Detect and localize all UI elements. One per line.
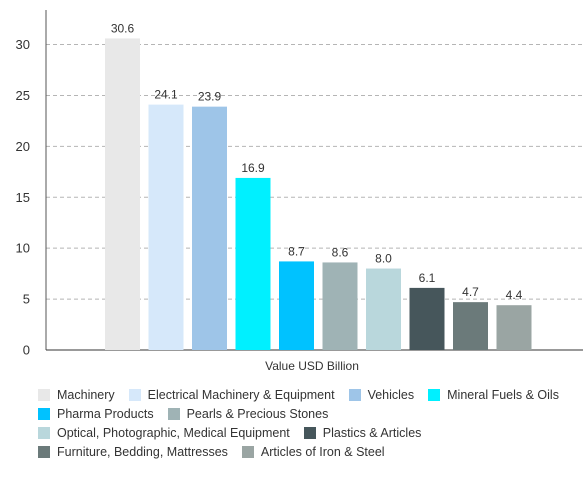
- legend-label: Furniture, Bedding, Mattresses: [57, 445, 228, 459]
- bar: [366, 268, 401, 350]
- y-tick-label: 25: [16, 88, 30, 103]
- bar: [148, 104, 184, 350]
- legend-item: Optical, Photographic, Medical Equipment: [38, 424, 290, 442]
- legend-swatch: [38, 446, 50, 458]
- legend-swatch: [241, 446, 254, 458]
- legend-item: Articles of Iron & Steel: [241, 443, 385, 461]
- y-tick-label: 15: [16, 190, 30, 205]
- legend-label: Pharma Products: [57, 407, 154, 421]
- bar-value-label: 23.9: [198, 90, 222, 104]
- bar-value-label: 24.1: [154, 88, 178, 102]
- bar: [496, 305, 532, 350]
- legend: Machinery Electrical Machinery & Equipmen…: [38, 386, 583, 461]
- legend-item: Furniture, Bedding, Mattresses: [38, 443, 228, 461]
- legend-swatch: [38, 389, 50, 401]
- legend-item: Machinery: [38, 386, 115, 404]
- bar-value-label: 8.7: [288, 244, 305, 258]
- legend-swatch: [38, 427, 50, 439]
- legend-swatch: [428, 389, 441, 401]
- bar-value-label: 4.7: [462, 285, 479, 299]
- legend-item: Plastics & Articles: [303, 424, 422, 442]
- legend-label: Machinery: [57, 388, 115, 402]
- bar: [105, 38, 140, 350]
- y-tick-label: 10: [16, 241, 30, 256]
- legend-item: Pearls & Precious Stones: [167, 405, 329, 423]
- bar-value-label: 6.1: [419, 271, 436, 285]
- legend-label: Mineral Fuels & Oils: [447, 388, 559, 402]
- bar: [453, 302, 488, 350]
- legend-label: Vehicles: [367, 388, 415, 402]
- bar: [192, 106, 227, 351]
- bar-value-label: 30.6: [111, 21, 135, 35]
- bar-value-label: 8.6: [332, 245, 349, 259]
- legend-swatch: [128, 389, 141, 401]
- bar-value-label: 16.9: [241, 161, 265, 175]
- legend-label: Articles of Iron & Steel: [260, 445, 385, 459]
- y-tick-label: 0: [23, 343, 30, 358]
- legend-item: Electrical Machinery & Equipment: [128, 386, 335, 404]
- legend-swatch: [167, 408, 180, 420]
- y-tick-label: 5: [23, 292, 30, 307]
- legend-item: Vehicles: [348, 386, 415, 404]
- y-tick-label: 30: [16, 37, 30, 52]
- bar-chart: 0 5 10 15 20 25 30 30.6 24.1 23.9 16.9 8.7 8.6 8.0 6.1…: [16, 10, 583, 373]
- legend-label: Plastics & Articles: [322, 426, 422, 440]
- legend-swatch: [348, 389, 361, 401]
- y-tick-label: 20: [16, 139, 30, 154]
- legend-label: Electrical Machinery & Equipment: [147, 388, 335, 402]
- legend-swatch: [38, 408, 50, 420]
- bar: [279, 261, 314, 350]
- legend-label: Optical, Photographic, Medical Equipment: [57, 426, 290, 440]
- bar: [322, 262, 358, 350]
- bar: [409, 287, 445, 350]
- x-axis-title: Value USD Billion: [265, 359, 359, 373]
- legend-swatch: [303, 427, 316, 439]
- bar: [235, 177, 271, 350]
- legend-item: Mineral Fuels & Oils: [428, 386, 559, 404]
- bar-value-label: 4.4: [506, 288, 523, 302]
- legend-item: Pharma Products: [38, 405, 154, 423]
- legend-label: Pearls & Precious Stones: [186, 407, 329, 421]
- bar-value-label: 8.0: [375, 252, 392, 266]
